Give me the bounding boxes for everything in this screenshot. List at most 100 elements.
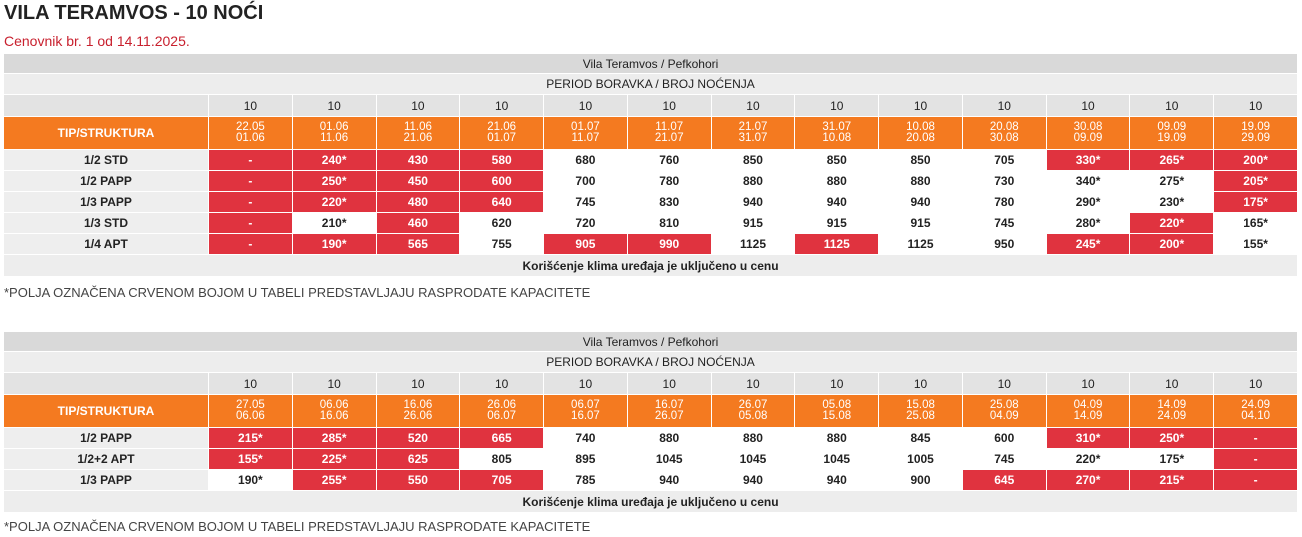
- period-cell: 15.08 25.08: [878, 394, 963, 428]
- period-cell: 16.06 26.06: [375, 394, 461, 428]
- price-cell: 200*: [1213, 149, 1298, 171]
- period-date: 11.07: [655, 121, 684, 133]
- nights-cell: 10: [961, 94, 1047, 117]
- period-header: PERIOD BORAVKA / BROJ NOĆENJA: [3, 351, 1298, 373]
- nights-cell: 10: [291, 372, 377, 395]
- price-cell: -: [208, 212, 293, 234]
- price-cell: -: [208, 233, 293, 255]
- period-date: 14.09: [1157, 399, 1187, 411]
- period-date: 21.07: [654, 132, 684, 144]
- price-cell: 480: [375, 191, 461, 213]
- period-date: 04.10: [1241, 410, 1270, 422]
- price-cell: 680: [543, 149, 628, 171]
- nights-cell: 10: [1045, 94, 1131, 117]
- nights-cell: 10: [543, 94, 628, 117]
- price-cell: 745: [543, 191, 628, 213]
- price-row: 1/3 PAPP -220* 480 640 745 830 940 940 940 780 290…: [3, 191, 1298, 213]
- price-cell: 175*: [1129, 448, 1215, 470]
- price-cell: 520: [375, 427, 461, 449]
- period-cell: 21.06 01.07: [459, 116, 545, 150]
- period-cell: 09.09 19.09: [1129, 116, 1215, 150]
- price-cell: 900: [878, 469, 963, 491]
- price-cell: 270*: [1045, 469, 1131, 491]
- period-cell: 26.07 05.08: [710, 394, 796, 428]
- price-cell: 220*: [1045, 448, 1131, 470]
- price-cell: 1005: [878, 448, 963, 470]
- period-date: 26.07: [654, 410, 684, 422]
- price-cell: -: [208, 191, 293, 213]
- price-cell: 275*: [1129, 170, 1215, 192]
- price-cell: 600: [961, 427, 1047, 449]
- period-date: 04.09: [1073, 399, 1103, 411]
- period-cell: 10.08 20.08: [878, 116, 963, 150]
- price-cell: 740: [543, 427, 628, 449]
- price-cell: 215*: [208, 427, 293, 449]
- period-date: 16.06: [319, 410, 349, 422]
- period-cell: 06.06 16.06: [291, 394, 377, 428]
- type-label: TIP/STRUKTURA: [3, 394, 209, 428]
- period-date: 22.05: [235, 121, 265, 133]
- price-cell: 850: [794, 149, 880, 171]
- period-cell: 14.09 24.09: [1129, 394, 1215, 428]
- nights-cell: 10: [794, 94, 880, 117]
- period-cell: 11.07 21.07: [626, 116, 712, 150]
- price-cell: 460: [375, 212, 461, 234]
- caption-row: Vila Teramvos / Pefkohori: [3, 331, 1298, 352]
- period-date: 05.08: [822, 399, 852, 411]
- price-cell: 905: [543, 233, 628, 255]
- price-cell: 230*: [1129, 191, 1215, 213]
- price-list-subtitle: Cenovnik br. 1 od 14.11.2025.: [4, 33, 190, 49]
- table-footer: Korišćenje klima uređaja je uključeno u …: [3, 490, 1298, 513]
- price-cell: 760: [626, 149, 712, 171]
- nights-cell: 10: [878, 94, 963, 117]
- period-cell: 05.08 15.08: [794, 394, 880, 428]
- period-date: 24.09: [1241, 399, 1270, 411]
- table-caption: Vila Teramvos / Pefkohori: [3, 331, 1298, 352]
- price-cell: 165*: [1213, 212, 1298, 234]
- period-date: 11.07: [571, 132, 600, 144]
- price-cell: -: [1213, 469, 1298, 491]
- price-cell: 940: [710, 469, 796, 491]
- price-table: Vila Teramvos / Pefkohori PERIOD BORAVKA …: [3, 53, 1298, 277]
- price-cell: 895: [543, 448, 628, 470]
- price-cell: 580: [459, 149, 545, 171]
- price-cell: 880: [794, 427, 880, 449]
- price-cell: 845: [878, 427, 963, 449]
- price-cell: 705: [961, 149, 1047, 171]
- price-cell: 665: [459, 427, 545, 449]
- price-cell: 730: [961, 170, 1047, 192]
- empty-cell: [3, 94, 209, 117]
- period-date: 15.08: [822, 410, 852, 422]
- nights-cell: 10: [626, 94, 712, 117]
- room-type: 1/2 STD: [3, 149, 209, 171]
- period-date: 31.07: [822, 121, 852, 133]
- empty-cell: [3, 372, 209, 395]
- period-date: 15.08: [906, 399, 935, 411]
- price-cell: 915: [878, 212, 963, 234]
- price-cell: 245*: [1045, 233, 1131, 255]
- price-cell: 265*: [1129, 149, 1215, 171]
- price-row: 1/3 PAPP 190* 255* 550 705 785 940 940 940 900 645…: [3, 469, 1298, 491]
- period-cell: 26.06 06.07: [459, 394, 545, 428]
- price-cell: 1125: [794, 233, 880, 255]
- price-cell: 940: [878, 191, 963, 213]
- period-date: 05.08: [738, 410, 768, 422]
- price-cell: 290*: [1045, 191, 1131, 213]
- price-cell: 700: [543, 170, 628, 192]
- period-cell: 01.06 11.06: [291, 116, 377, 150]
- period-cell: 25.08 04.09: [961, 394, 1047, 428]
- price-cell: 805: [459, 448, 545, 470]
- price-cell: 810: [626, 212, 712, 234]
- dates-row: TIP/STRUKTURA 22.05 01.06 01.06 11.06 11.06 21…: [3, 116, 1298, 150]
- period-cell: 19.09 29.09: [1213, 116, 1298, 150]
- nights-cell: 10: [1129, 94, 1215, 117]
- price-cell: 285*: [291, 427, 377, 449]
- period-date: 24.09: [1157, 410, 1187, 422]
- price-cell: 255*: [291, 469, 377, 491]
- nights-cell: 10: [961, 372, 1047, 395]
- period-cell: 01.07 11.07: [543, 116, 628, 150]
- period-cell: 31.07 10.08: [794, 116, 880, 150]
- nights-row: 10 10 10 10 10 10 10 10 10 10 10 10 10: [3, 372, 1298, 395]
- period-date: 16.07: [654, 399, 684, 411]
